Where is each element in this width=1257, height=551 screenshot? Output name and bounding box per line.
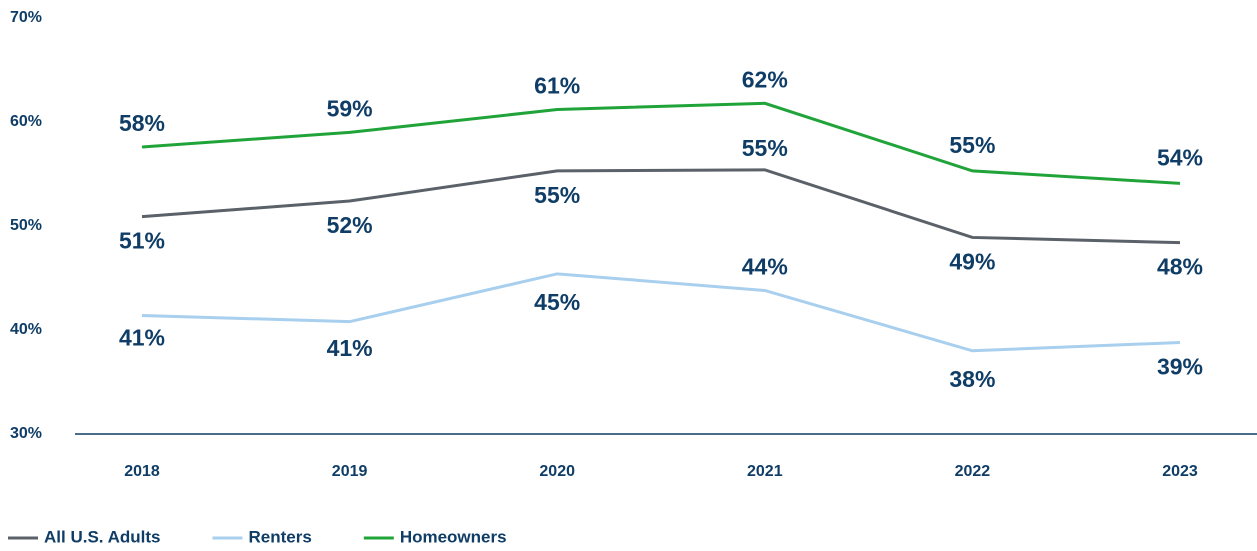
x-tick-label: 2022 (955, 463, 991, 480)
data-label: 55% (534, 182, 580, 208)
legend-label: Renters (249, 527, 312, 546)
data-label: 54% (1157, 144, 1203, 170)
y-tick-label: 40% (10, 321, 42, 338)
data-label: 41% (327, 335, 373, 361)
data-label: 44% (742, 254, 788, 280)
data-label: 48% (1157, 254, 1203, 280)
legend-label: All U.S. Adults (44, 527, 161, 546)
data-label: 62% (742, 66, 788, 92)
legend-label: Homeowners (400, 527, 507, 546)
series-line (141, 101, 1181, 185)
data-label: 59% (327, 95, 373, 121)
y-tick-label: 60% (10, 113, 42, 130)
data-label: 45% (534, 289, 580, 315)
x-tick-label: 2020 (539, 463, 575, 480)
x-tick-label: 2021 (747, 463, 783, 480)
y-tick-label: 50% (10, 217, 42, 234)
y-tick-label: 30% (10, 425, 42, 442)
data-label: 55% (742, 135, 788, 161)
data-label: 52% (327, 212, 373, 238)
series-line (141, 168, 1181, 245)
data-label: 41% (119, 325, 165, 351)
x-tick-label: 2019 (332, 463, 368, 480)
data-label: 49% (949, 249, 995, 275)
x-tick-label: 2018 (124, 463, 160, 480)
data-label: 58% (119, 110, 165, 136)
x-tick-label: 2023 (1162, 463, 1198, 480)
data-label: 55% (949, 132, 995, 158)
data-label: 38% (949, 366, 995, 392)
data-label: 51% (119, 228, 165, 254)
series-line (141, 272, 1181, 353)
data-label: 39% (1157, 354, 1203, 380)
data-label: 61% (534, 73, 580, 99)
y-tick-label: 70% (10, 9, 42, 26)
